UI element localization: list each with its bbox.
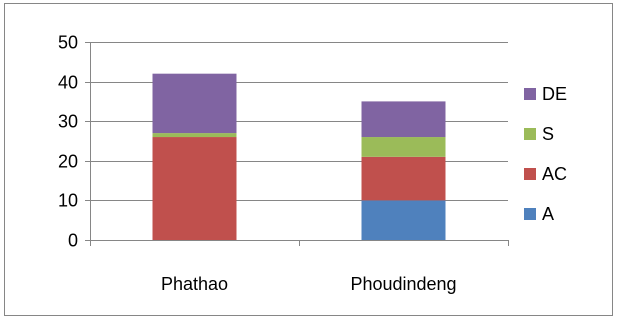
legend-label-ac: AC <box>542 164 567 184</box>
bar-de-phathao <box>152 73 237 134</box>
legend-label-s: S <box>542 124 554 144</box>
bar-s-phoudindeng <box>361 137 446 157</box>
y-tick-label: 30 <box>58 112 78 132</box>
bar-ac-phathao <box>152 137 237 240</box>
legend-swatch-s <box>524 128 536 140</box>
legend-label-de: DE <box>542 84 567 104</box>
bar-ac-phoudindeng <box>361 156 446 201</box>
bars <box>152 73 446 240</box>
legend-swatch-de <box>524 88 536 100</box>
chart-border <box>4 3 613 316</box>
y-tick-label: 10 <box>58 191 78 211</box>
axes: 0 10 20 30 40 50 Phathao Phoudindeng <box>58 33 509 294</box>
bar-a-phoudindeng <box>361 200 446 240</box>
y-tick-label: 0 <box>68 231 78 251</box>
y-tick-label: 40 <box>58 73 78 93</box>
legend-swatch-ac <box>524 168 536 180</box>
legend: DE S AC A <box>524 84 567 224</box>
bar-de-phoudindeng <box>361 101 446 138</box>
y-tick-label: 20 <box>58 152 78 172</box>
legend-label-a: A <box>542 204 554 224</box>
y-tick-label: 50 <box>58 33 78 53</box>
legend-swatch-a <box>524 208 536 220</box>
x-tick-label: Phoudindeng <box>350 274 456 294</box>
bar-s-phathao <box>152 133 237 138</box>
x-tick-label: Phathao <box>161 274 228 294</box>
